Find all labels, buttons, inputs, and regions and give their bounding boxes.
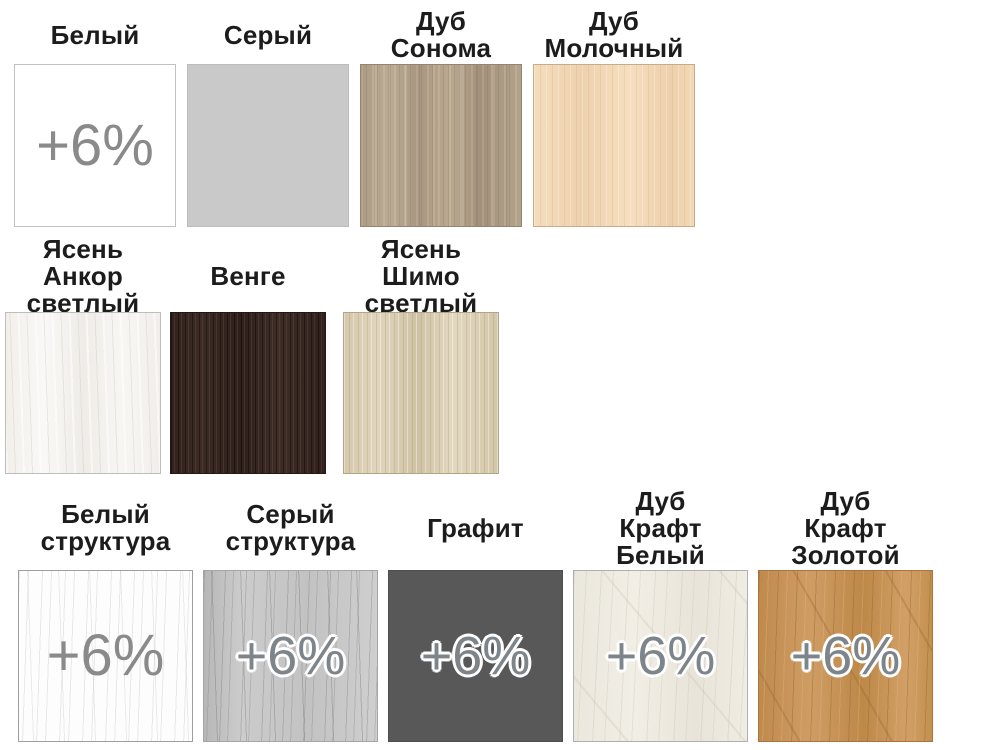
- surcharge-badge: +6%: [790, 626, 901, 686]
- swatch-oak-milky[interactable]: [533, 64, 695, 227]
- material-option-oak-craft-white: Дуб Крафт Белый +6%: [573, 486, 748, 742]
- surcharge-badge: +6%: [605, 626, 716, 686]
- surcharge-badge: +6%: [36, 112, 154, 178]
- surcharge-badge: +6%: [235, 626, 346, 686]
- material-label: Серый: [223, 19, 313, 50]
- material-option-ash-shimo-light: Ясень Шимо светлый: [343, 233, 499, 474]
- swatch-gray[interactable]: [187, 64, 349, 227]
- material-label: Серый структура: [225, 499, 356, 556]
- swatch-wenge[interactable]: [170, 312, 326, 474]
- swatch-ash-anchor-light[interactable]: [5, 312, 161, 474]
- material-label: Дуб Крафт Золотой: [791, 485, 900, 570]
- material-label: Венге: [210, 260, 286, 291]
- material-label: Дуб Сонома: [390, 6, 492, 63]
- material-label: Дуб Молочный: [544, 6, 684, 63]
- swatch-oak-sonoma[interactable]: [360, 64, 522, 227]
- material-label: Ясень Анкор светлый: [26, 233, 140, 318]
- swatch-ash-shimo-light[interactable]: [343, 312, 499, 474]
- material-option-oak-milky: Дуб Молочный: [533, 6, 695, 227]
- swatch-graphite[interactable]: +6%: [388, 570, 563, 742]
- material-option-white: Белый +6%: [14, 6, 176, 227]
- swatch-gray-structure[interactable]: +6%: [203, 570, 378, 742]
- swatch-oak-craft-white[interactable]: +6%: [573, 570, 748, 742]
- material-option-gray: Серый: [187, 6, 349, 227]
- material-option-gray-structure: Серый структура +6%: [203, 486, 378, 742]
- material-option-oak-craft-golden: Дуб Крафт Золотой +6%: [758, 486, 933, 742]
- material-option-oak-sonoma: Дуб Сонома: [360, 6, 522, 227]
- material-label: Ясень Шимо светлый: [364, 233, 478, 318]
- material-label: Белый структура: [40, 499, 171, 556]
- material-label: Графит: [427, 512, 524, 543]
- swatch-white-structure[interactable]: +6%: [18, 570, 193, 742]
- surcharge-badge: +6%: [46, 623, 165, 688]
- surcharge-badge: +6%: [420, 626, 531, 686]
- material-option-graphite: Графит +6%: [388, 486, 563, 742]
- swatch-white[interactable]: +6%: [14, 64, 176, 227]
- material-option-ash-anchor-light: Ясень Анкор светлый: [5, 233, 161, 474]
- material-label: Белый: [50, 19, 140, 50]
- material-option-white-structure: Белый структура +6%: [18, 486, 193, 742]
- swatch-oak-craft-golden[interactable]: +6%: [758, 570, 933, 742]
- material-label: Дуб Крафт Белый: [616, 485, 705, 570]
- material-option-wenge: Венге: [170, 240, 326, 474]
